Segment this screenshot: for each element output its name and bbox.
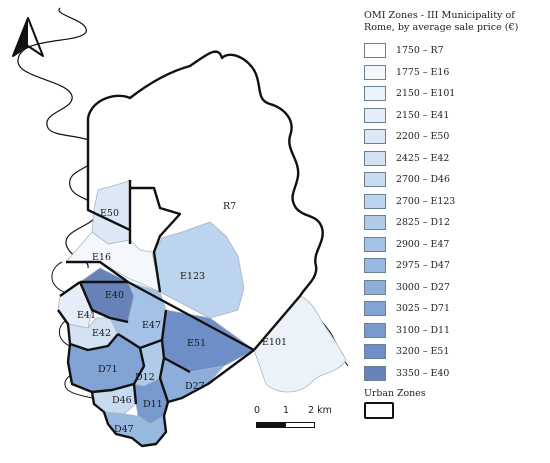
legend-label: 3025 – D71 — [396, 303, 450, 315]
legend-item-E50: 2200 – E50 — [364, 126, 548, 148]
zone-label-D71: D71 — [98, 364, 118, 375]
zone-label-E40: E40 — [105, 290, 124, 301]
legend-item-E51: 3200 – E51 — [364, 341, 548, 363]
legend-label: 3350 – E40 — [396, 367, 450, 379]
legend-swatch — [364, 236, 386, 252]
zone-label-E47: E47 — [142, 320, 161, 331]
urban-zone-outlines — [57, 50, 324, 448]
legend-item-E123: 2700 – E123 — [364, 191, 548, 213]
river-line — [17, 7, 99, 269]
omi-zones-map: R7 E16 E101 E41 E50 E42 D46 E123 D12 E47… — [12, 7, 349, 448]
legend-label: 2150 – E41 — [396, 109, 450, 121]
scale-bar: 0 1 2 km — [252, 405, 372, 435]
legend-label: 2200 – E50 — [396, 131, 450, 143]
legend-item-D46: 2700 – D46 — [364, 169, 548, 191]
zone-label-D12: D12 — [135, 372, 155, 383]
zone-label-D11: D11 — [143, 399, 163, 410]
legend-label: 3000 – D27 — [396, 281, 450, 293]
legend-label: 3100 – D11 — [396, 324, 450, 336]
legend-item-E16: 1775 – E16 — [364, 62, 548, 84]
zone-label-E16: E16 — [92, 252, 111, 263]
legend-swatch — [364, 365, 386, 381]
zone-E101 — [253, 295, 347, 393]
legend-rows: 1750 – R7 1775 – E16 2150 – E101 2150 – E41… — [364, 40, 548, 384]
legend-urban-zones-label: Urban Zones — [364, 388, 426, 399]
zone-label-D46: D46 — [112, 395, 132, 406]
legend-item-D12: 2825 – D12 — [364, 212, 548, 234]
scale-bar-black — [256, 422, 286, 428]
legend-swatch — [364, 215, 386, 231]
map-legend: OMI Zones - III Municipality of Rome, by… — [364, 10, 548, 419]
legend-swatch — [364, 150, 386, 166]
legend-urban-zones-swatch — [364, 402, 394, 419]
legend-swatch — [364, 322, 386, 338]
legend-label: 1775 – E16 — [396, 66, 450, 78]
legend-item-E41: 2150 – E41 — [364, 105, 548, 127]
legend-label: 2425 – E42 — [396, 152, 450, 164]
legend-item-D47: 2975 – D47 — [364, 255, 548, 277]
legend-label: 2900 – E47 — [396, 238, 450, 250]
scale-label-0: 0 — [254, 405, 261, 416]
zone-label-R7: R7 — [223, 201, 236, 212]
legend-label: 2150 – E101 — [396, 88, 456, 100]
legend-swatch — [364, 258, 386, 274]
zone-label-E50: E50 — [100, 208, 119, 219]
river-line-2 — [51, 261, 99, 401]
zone-label-D47: D47 — [114, 424, 134, 435]
legend-swatch — [364, 193, 386, 209]
legend-label: 2975 – D47 — [396, 260, 450, 272]
legend-swatch — [364, 43, 386, 59]
legend-item-E42: 2425 – E42 — [364, 148, 548, 170]
legend-swatch — [364, 107, 386, 123]
legend-item-E47: 2900 – E47 — [364, 234, 548, 256]
scale-label-2: 2 km — [308, 405, 332, 416]
legend-swatch — [364, 344, 386, 360]
zone-label-E123: E123 — [180, 271, 205, 282]
north-arrow-icon — [12, 17, 44, 57]
legend-swatch — [364, 279, 386, 295]
legend-item-E40: 3350 – E40 — [364, 363, 548, 385]
legend-title: OMI Zones - III Municipality of Rome, by… — [364, 10, 519, 33]
legend-item-D27: 3000 – D27 — [364, 277, 548, 299]
legend-swatch — [364, 301, 386, 317]
legend-swatch — [364, 129, 386, 145]
legend-item-D11: 3100 – D11 — [364, 320, 548, 342]
zone-label-D27: D27 — [185, 381, 205, 392]
legend-label: 2825 – D12 — [396, 217, 450, 229]
legend-swatch — [364, 64, 386, 80]
legend-item-D71: 3025 – D71 — [364, 298, 548, 320]
legend-label: 2700 – E123 — [396, 195, 456, 207]
zone-E123 — [153, 221, 245, 319]
scale-label-1: 1 — [283, 405, 290, 416]
scale-bar-white — [285, 422, 315, 428]
zone-E16 — [65, 231, 161, 293]
legend-item-E101: 2150 – E101 — [364, 83, 548, 105]
zone-label-E51: E51 — [187, 338, 206, 349]
legend-label: 2700 – D46 — [396, 174, 450, 186]
zone-label-E41: E41 — [77, 310, 96, 321]
legend-item-R7: 1750 – R7 — [364, 40, 548, 62]
zone-label-E101: E101 — [262, 337, 287, 348]
legend-swatch — [364, 172, 386, 188]
zone-label-E42: E42 — [92, 328, 111, 339]
legend-label: 3200 – E51 — [396, 346, 450, 358]
legend-label: 1750 – R7 — [396, 45, 444, 57]
legend-swatch — [364, 86, 386, 102]
